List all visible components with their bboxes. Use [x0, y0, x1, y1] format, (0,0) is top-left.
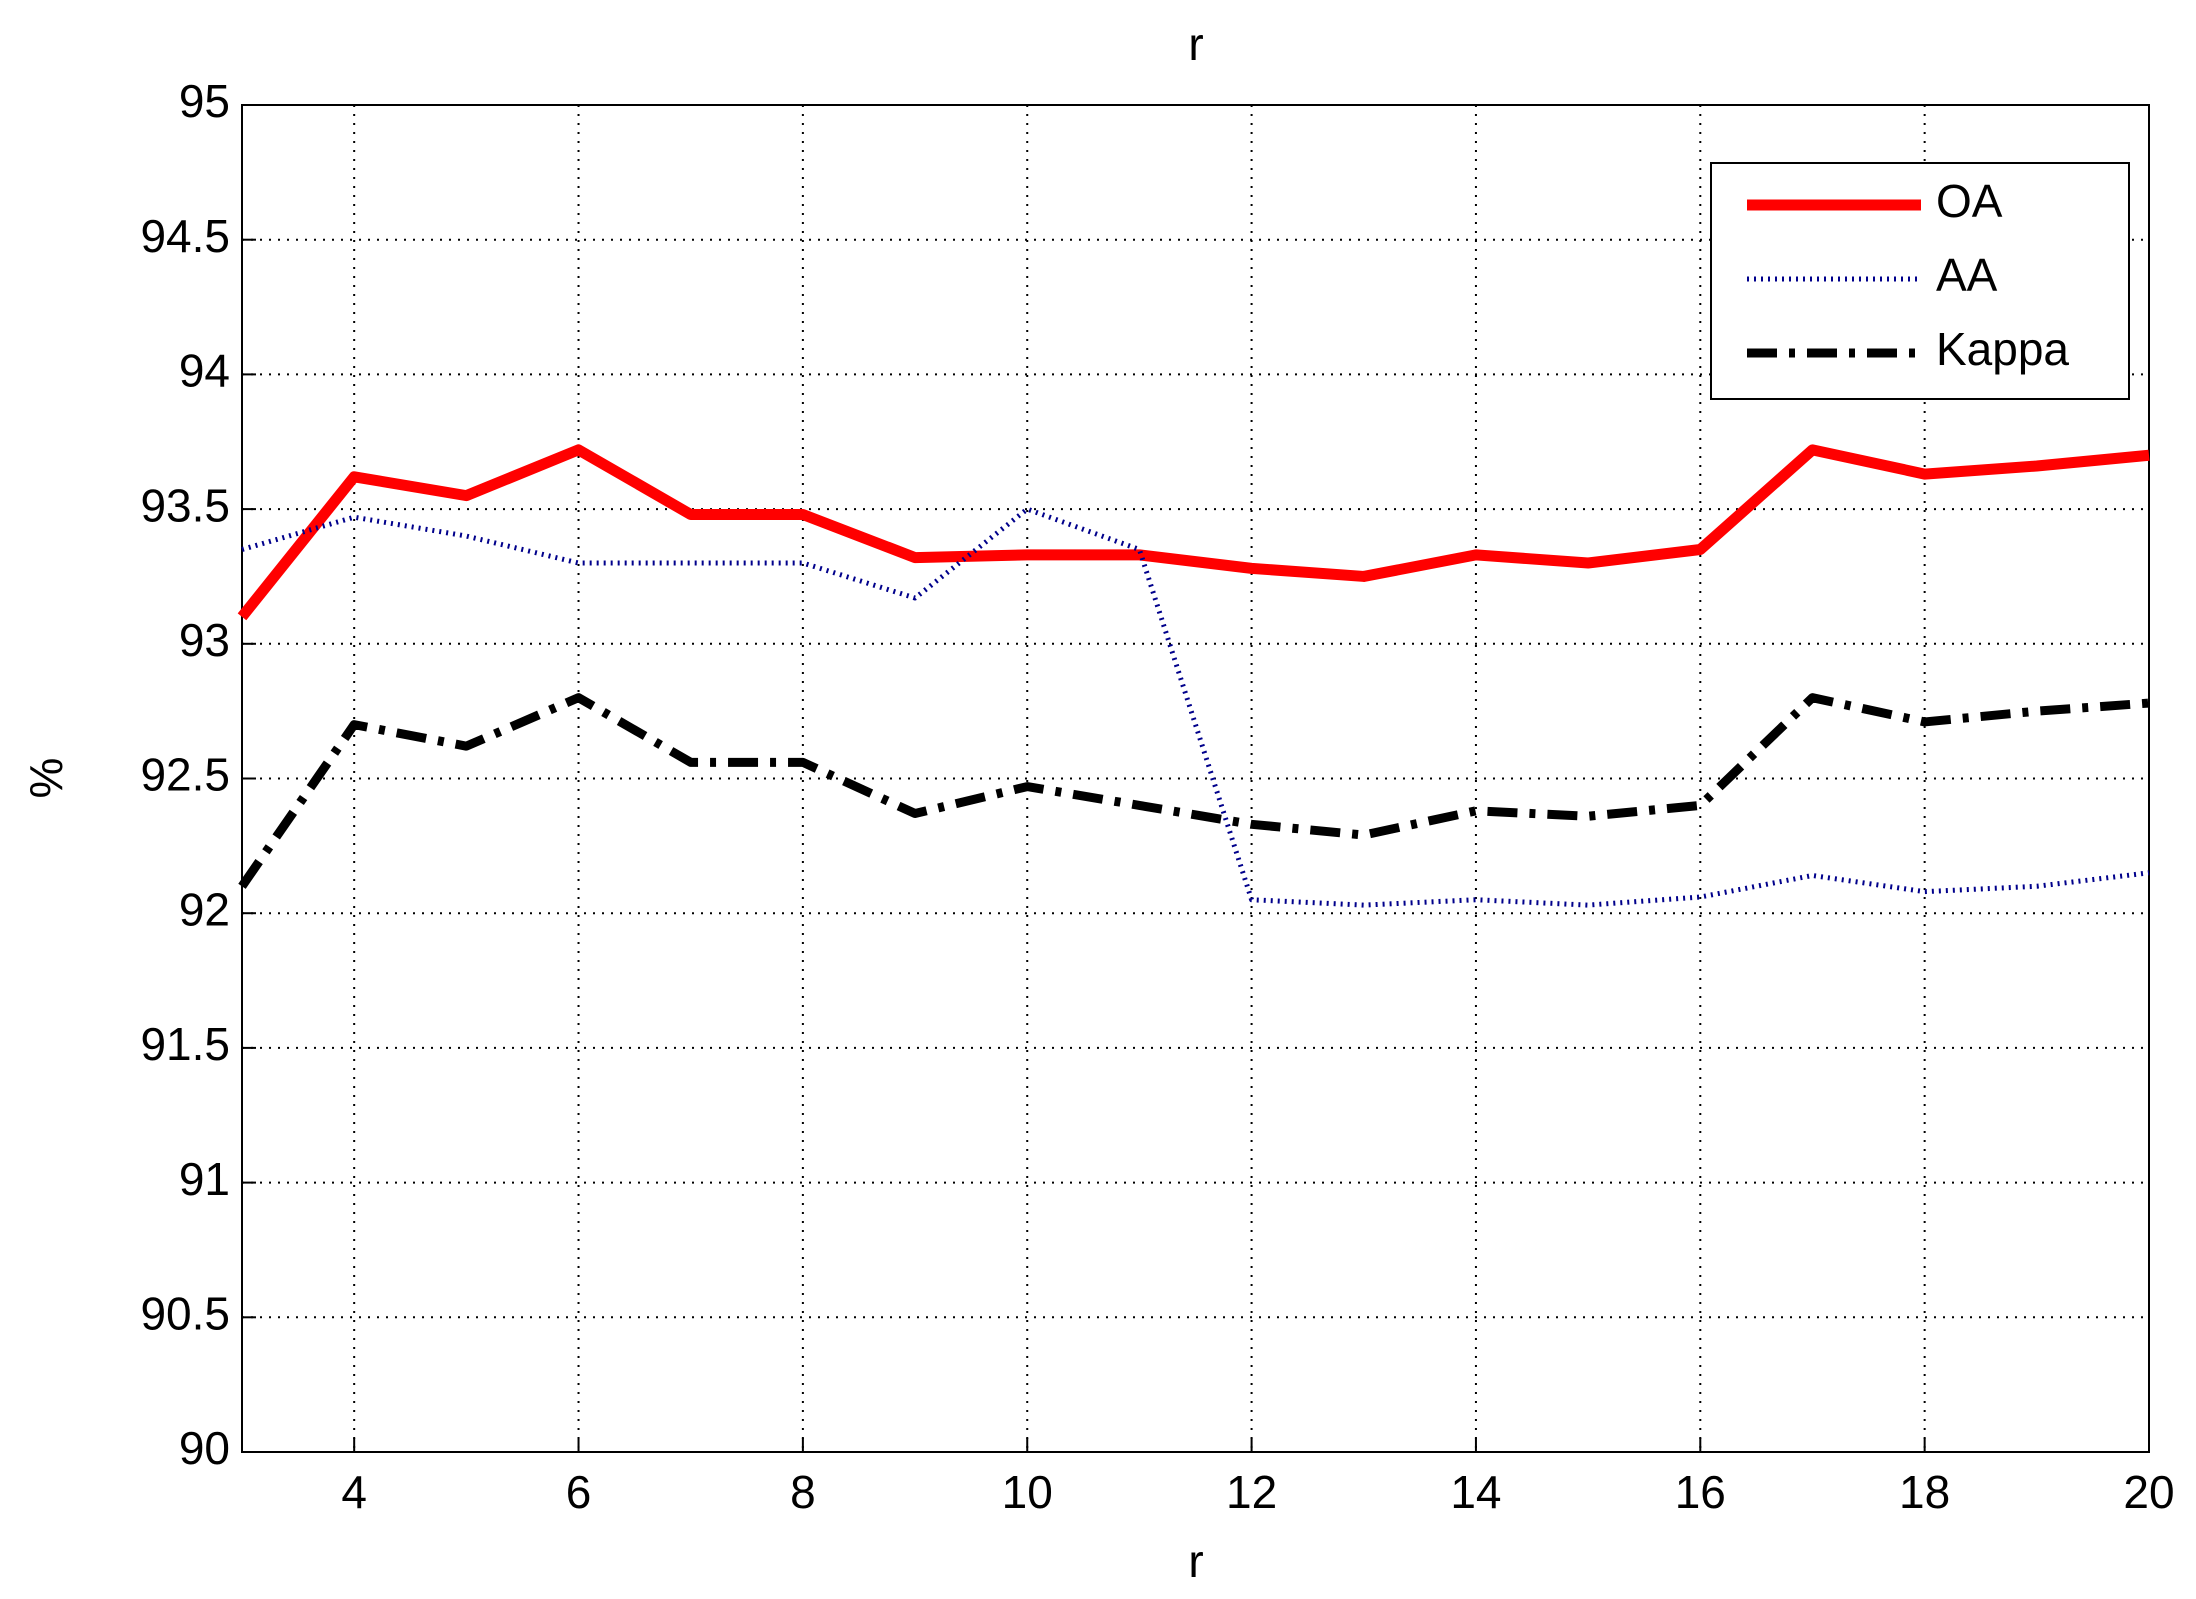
y-tick-label: 94.5 — [140, 210, 230, 262]
series-line — [238, 693, 2150, 889]
y-tick-label: 92 — [179, 883, 230, 935]
legend-label: AA — [1936, 249, 1998, 301]
x-tick-label: 8 — [790, 1466, 816, 1518]
x-axis-label: r — [1188, 1535, 1203, 1587]
chart-title: r — [1188, 18, 1203, 70]
y-tick-label: 91.5 — [140, 1018, 230, 1070]
x-tick-label: 12 — [1226, 1466, 1277, 1518]
y-axis-label: % — [20, 758, 72, 799]
y-tick-label: 93 — [179, 614, 230, 666]
legend-label: OA — [1936, 175, 2003, 227]
axes-box — [241, 104, 2150, 1453]
x-tick-label: 10 — [1002, 1466, 1053, 1518]
x-tick-label: 6 — [566, 1466, 592, 1518]
y-tick-label: 94 — [179, 345, 230, 397]
x-tick-label: 16 — [1675, 1466, 1726, 1518]
series-line — [237, 444, 2150, 621]
y-tick-label: 95 — [179, 75, 230, 127]
y-tick-label: 93.5 — [140, 479, 230, 531]
y-tick-label: 91 — [179, 1153, 230, 1205]
x-tick-label: 18 — [1899, 1466, 1950, 1518]
x-tick-label: 4 — [341, 1466, 367, 1518]
y-tick-label: 90 — [179, 1422, 230, 1474]
legend-label: Kappa — [1936, 323, 2069, 375]
legend: OA AA Kappa — [1710, 162, 2130, 400]
x-tick-label: 14 — [1450, 1466, 1501, 1518]
y-tick-label: 92.5 — [140, 749, 230, 801]
y-tick-label: 90.5 — [140, 1287, 230, 1339]
x-tick-label: 20 — [2123, 1466, 2174, 1518]
